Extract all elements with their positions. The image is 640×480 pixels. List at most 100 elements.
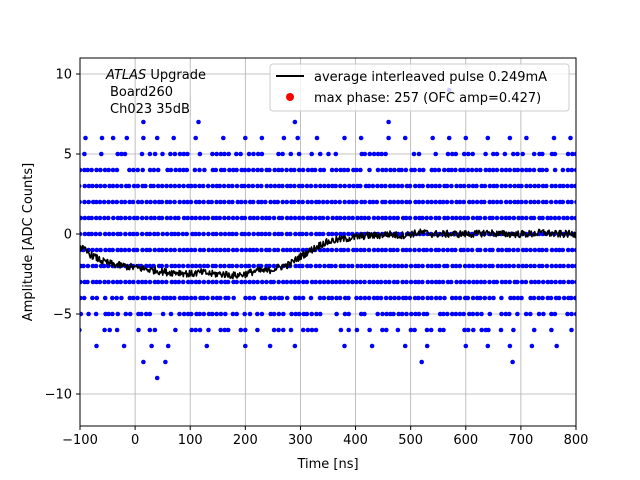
sample-point xyxy=(188,199,194,205)
sample-point xyxy=(193,215,198,221)
sample-point xyxy=(226,231,232,237)
sample-point xyxy=(367,263,372,269)
sample-point xyxy=(342,215,347,221)
sample-point xyxy=(242,167,248,173)
sample-point xyxy=(218,311,224,317)
sample-point xyxy=(156,247,162,253)
sample-point xyxy=(247,247,253,253)
sample-point xyxy=(363,263,368,269)
sample-point xyxy=(177,295,183,301)
sample-point xyxy=(234,151,239,157)
sample-point xyxy=(553,279,558,285)
sample-point xyxy=(469,167,475,173)
sample-point xyxy=(532,279,538,285)
sample-point xyxy=(110,167,116,173)
sample-point xyxy=(453,295,459,301)
sample-point xyxy=(334,247,339,253)
sample-point xyxy=(217,215,223,221)
sample-point xyxy=(337,295,343,301)
sample-point xyxy=(337,279,343,285)
sample-point xyxy=(102,327,107,333)
sample-point xyxy=(292,215,298,221)
sample-point xyxy=(440,199,446,205)
sample-point xyxy=(437,199,443,205)
sample-point xyxy=(226,247,231,253)
sample-point xyxy=(80,311,84,317)
sample-point xyxy=(479,311,484,317)
sample-point xyxy=(86,311,91,317)
sample-point xyxy=(458,167,463,173)
sample-point xyxy=(524,215,529,221)
sample-point xyxy=(131,231,136,237)
sample-point xyxy=(441,311,446,317)
sample-point xyxy=(444,263,450,269)
sample-point xyxy=(557,183,563,189)
sample-point xyxy=(528,263,533,269)
sample-point xyxy=(515,199,521,205)
sample-point xyxy=(300,247,306,253)
sample-point xyxy=(305,327,311,333)
sample-point xyxy=(325,247,331,253)
sample-point xyxy=(90,183,95,189)
sample-point xyxy=(243,343,248,349)
sample-point xyxy=(271,311,277,317)
sample-point xyxy=(420,263,425,269)
sample-point xyxy=(540,295,545,301)
sample-point xyxy=(515,167,521,173)
sample-point xyxy=(428,247,434,253)
sample-point xyxy=(147,167,153,173)
sample-point xyxy=(214,279,219,285)
sample-point xyxy=(482,199,487,205)
sample-point xyxy=(152,279,158,285)
sample-point xyxy=(387,263,393,269)
sample-point xyxy=(296,183,302,189)
sample-point xyxy=(412,167,418,173)
sample-point xyxy=(333,279,339,285)
sample-point xyxy=(573,183,576,189)
sample-point xyxy=(366,247,372,253)
sample-point xyxy=(127,231,133,237)
sample-point xyxy=(275,199,281,205)
sample-point xyxy=(159,215,165,221)
sample-point xyxy=(230,199,235,205)
sample-point xyxy=(507,167,513,173)
sample-point xyxy=(560,167,566,173)
sample-point xyxy=(416,279,422,285)
sample-point xyxy=(136,279,141,285)
sample-point xyxy=(159,199,165,205)
sample-point xyxy=(531,215,537,221)
sample-point xyxy=(552,311,558,317)
sample-point xyxy=(358,295,364,301)
sample-point xyxy=(173,279,178,285)
sample-point xyxy=(122,199,128,205)
sample-point xyxy=(465,167,471,173)
sample-point xyxy=(490,263,495,269)
sample-point xyxy=(566,279,571,285)
sample-point xyxy=(210,215,216,221)
sample-point xyxy=(97,279,103,285)
sample-point xyxy=(433,215,439,221)
sample-point xyxy=(478,263,484,269)
sample-point xyxy=(197,263,203,269)
sample-point xyxy=(192,295,198,301)
sample-point xyxy=(255,327,260,333)
sample-point xyxy=(544,167,549,173)
sample-point xyxy=(271,263,277,269)
sample-point xyxy=(391,279,397,285)
sample-point xyxy=(383,279,388,285)
sample-point xyxy=(98,247,103,253)
sample-point xyxy=(181,199,187,205)
sample-point xyxy=(428,215,434,221)
sample-point xyxy=(102,231,108,237)
sample-point xyxy=(367,279,372,285)
sample-point xyxy=(548,295,554,301)
sample-point xyxy=(388,167,393,173)
sample-point xyxy=(259,151,265,157)
sample-point xyxy=(127,199,132,205)
sample-point xyxy=(507,263,512,269)
sample-point xyxy=(134,231,140,237)
sample-point xyxy=(213,167,219,173)
sample-point xyxy=(446,135,452,141)
sample-point xyxy=(147,151,153,157)
sample-point xyxy=(201,279,207,285)
